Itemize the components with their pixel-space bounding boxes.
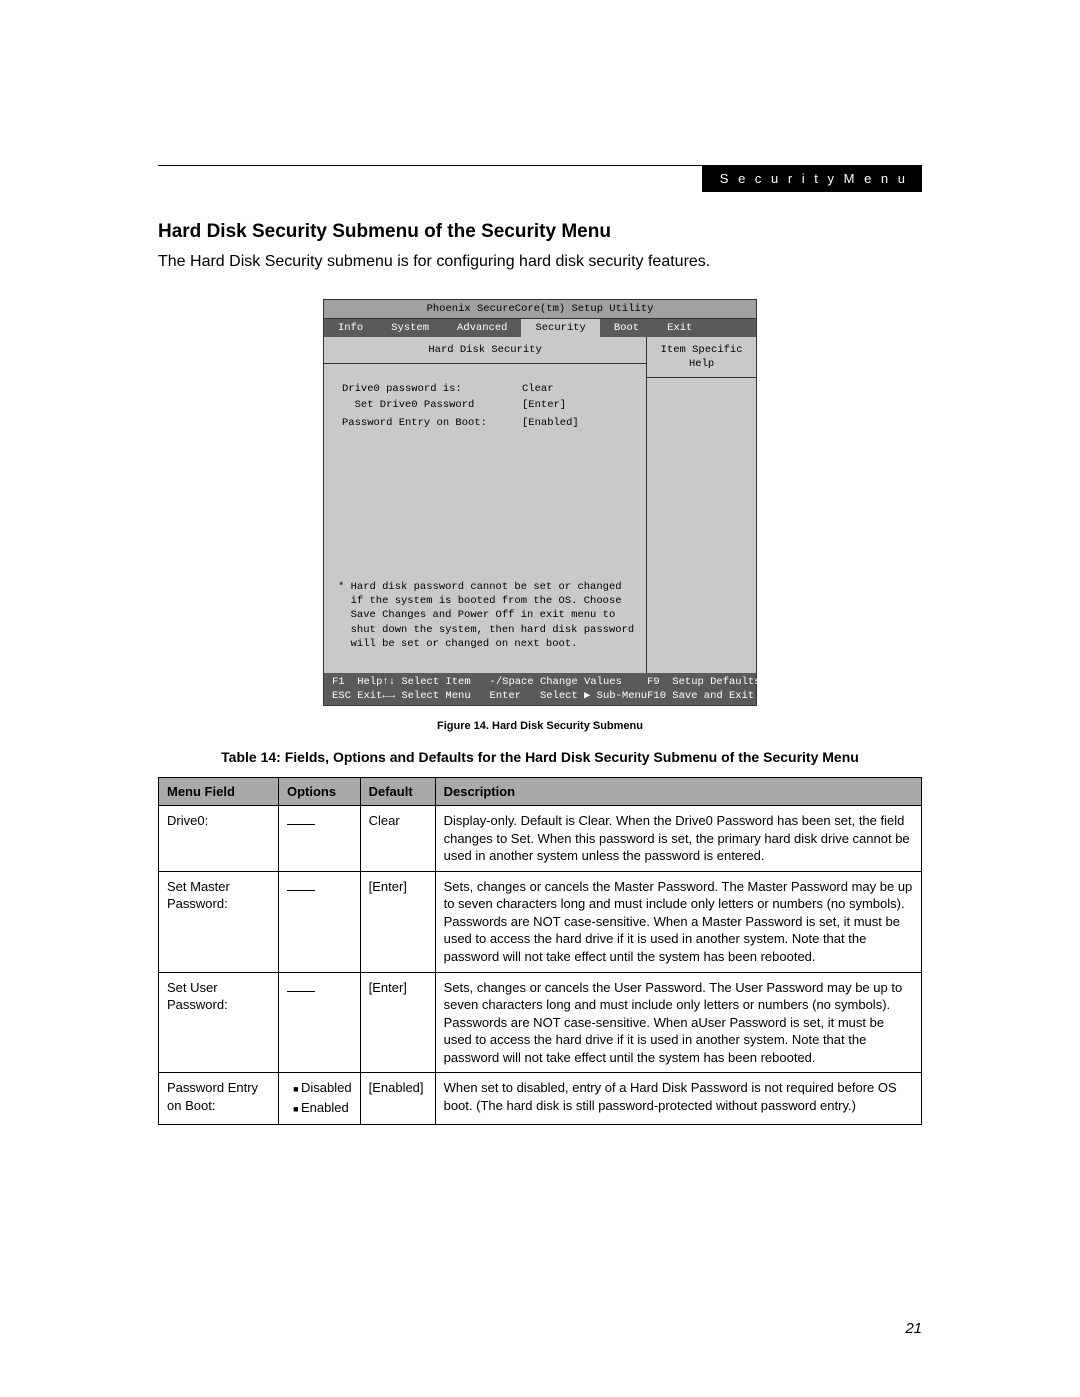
footer-cell: F9 Setup Defaults (647, 675, 760, 689)
fields-table: Menu Field Options Default Description D… (158, 777, 922, 1125)
cell-menu-field: Drive0: (159, 806, 279, 872)
footer-cell: F1 Help (332, 675, 382, 689)
table-row: Drive0: ClearDisplay-only. Default is Cle… (159, 806, 922, 872)
cell-menu-field: Set Master Password: (159, 871, 279, 972)
bios-tab-advanced: Advanced (443, 319, 521, 337)
cell-options (279, 871, 361, 972)
cell-options: DisabledEnabled (279, 1073, 361, 1125)
section-banner: S e c u r i t y M e n u (702, 165, 922, 192)
col-description: Description (435, 778, 921, 806)
cell-description: When set to disabled, entry of a Hard Di… (435, 1073, 921, 1125)
bios-field-row: Password Entry on Boot:[Enabled] (342, 416, 640, 430)
bios-field-row: Drive0 password is:Clear (342, 382, 640, 396)
col-options: Options (279, 778, 361, 806)
bios-fields: Drive0 password is:Clear Set Drive0 Pass… (324, 364, 646, 574)
cell-menu-field: Set User Password: (159, 972, 279, 1073)
cell-options (279, 972, 361, 1073)
bios-tab-exit: Exit (653, 319, 706, 337)
bios-field-row: Set Drive0 Password[Enter] (342, 398, 640, 412)
bios-tab-system: System (377, 319, 443, 337)
cell-description: Sets, changes or cancels the Master Pass… (435, 871, 921, 972)
cell-default: [Enter] (360, 972, 435, 1073)
bios-tab-info: Info (324, 319, 377, 337)
table-row: Password Entry on Boot:DisabledEnabled[E… (159, 1073, 922, 1125)
bios-tab-security: Security (521, 319, 599, 337)
bios-footer: F1 Help ↑↓ Select Item -/Space Change Va… (324, 673, 756, 705)
col-default: Default (360, 778, 435, 806)
table-caption: Table 14: Fields, Options and Defaults f… (158, 748, 922, 767)
figure-caption: Figure 14. Hard Disk Security Submenu (158, 720, 922, 732)
cell-menu-field: Password Entry on Boot: (159, 1073, 279, 1125)
col-menu-field: Menu Field (159, 778, 279, 806)
cell-description: Display-only. Default is Clear. When the… (435, 806, 921, 872)
table-row: Set User Password: [Enter]Sets, changes o… (159, 972, 922, 1073)
page-number: 21 (905, 1320, 922, 1337)
bios-tab-boot: Boot (600, 319, 653, 337)
bios-screenshot: Phoenix SecureCore(tm) Setup Utility Inf… (323, 299, 757, 707)
cell-default: Clear (360, 806, 435, 872)
bios-tab-row: InfoSystemAdvancedSecurityBootExit (324, 319, 756, 337)
bios-help-title: Item Specific Help (647, 343, 756, 378)
cell-default: [Enabled] (360, 1073, 435, 1125)
bios-title: Phoenix SecureCore(tm) Setup Utility (324, 300, 756, 319)
bios-panel-title: Hard Disk Security (324, 337, 646, 364)
footer-cell: ←→ Select Menu Enter Select ▶ Sub-Menu (382, 689, 647, 703)
cell-description: Sets, changes or cancels the User Passwo… (435, 972, 921, 1073)
bios-note: * Hard disk password cannot be set or ch… (324, 574, 646, 673)
cell-default: [Enter] (360, 871, 435, 972)
intro-text: The Hard Disk Security submenu is for co… (158, 251, 922, 273)
cell-options (279, 806, 361, 872)
footer-cell: ESC Exit (332, 689, 382, 703)
page-title: Hard Disk Security Submenu of the Securi… (158, 221, 922, 243)
table-row: Set Master Password: [Enter]Sets, changes… (159, 871, 922, 972)
footer-cell: F10 Save and Exit (647, 689, 760, 703)
footer-cell: ↑↓ Select Item -/Space Change Values (382, 675, 647, 689)
